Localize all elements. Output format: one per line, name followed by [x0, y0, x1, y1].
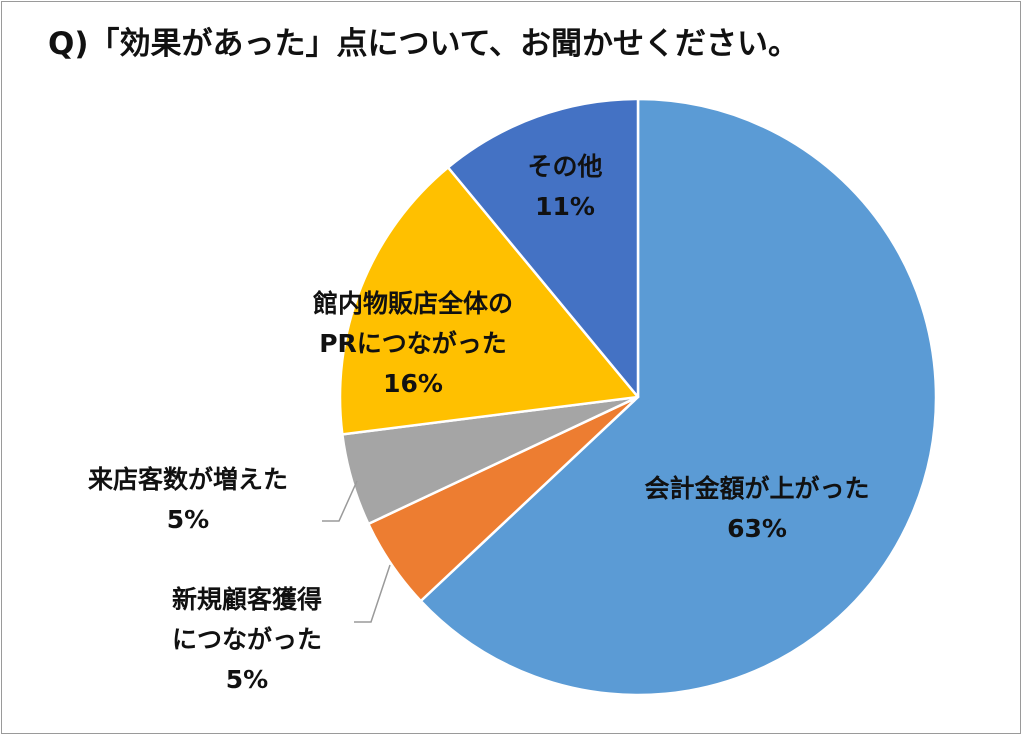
slice-label-1: 新規顧客獲得につながった 5%: [172, 585, 322, 694]
leader-line-2: [322, 480, 358, 522]
slice-label-text-3-1: PRにつながった: [319, 329, 507, 358]
slice-label-text-2-0: 来店客数が増えた: [88, 465, 288, 494]
slice-label-4: その他 11%: [527, 152, 602, 221]
slice-labels: 会計金額が上がった 63% 新規顧客獲得につながった 5% 来店客数が増えた 5% 館内物販…: [88, 152, 870, 694]
chart-title: Q)「効果があった」点について、お聞かせください。: [48, 26, 799, 62]
slice-value-label-2: 5%: [167, 505, 209, 534]
slice-label-3: 館内物販店全体の PRにつながった 16%: [313, 289, 513, 398]
slice-label-2: 来店客数が増えた 5%: [88, 465, 288, 534]
leader-line-1: [354, 564, 391, 623]
slice-value-label-0: 63%: [727, 514, 787, 543]
slice-value-label-1: 5%: [226, 665, 268, 694]
pie-slice-0: [419, 97, 938, 697]
slice-label-text-1-0: 新規顧客獲得: [172, 585, 322, 614]
slice-value-label-4: 11%: [535, 192, 595, 221]
slice-label-text-4-0: その他: [527, 152, 602, 181]
pie-slice-3: [338, 166, 640, 436]
slice-label-text-3-0: 館内物販店全体の: [313, 289, 513, 318]
slice-label-text-0-0: 会計金額が上がった: [644, 474, 869, 503]
leader-lines: [322, 480, 391, 623]
pie-slice-4: [446, 97, 640, 399]
pie-slices: [338, 97, 938, 697]
slice-label-0: 会計金額が上がった 63%: [644, 474, 869, 543]
slice-value-label-3: 16%: [383, 369, 443, 398]
slice-label-text-1-1: につながった: [172, 625, 322, 654]
